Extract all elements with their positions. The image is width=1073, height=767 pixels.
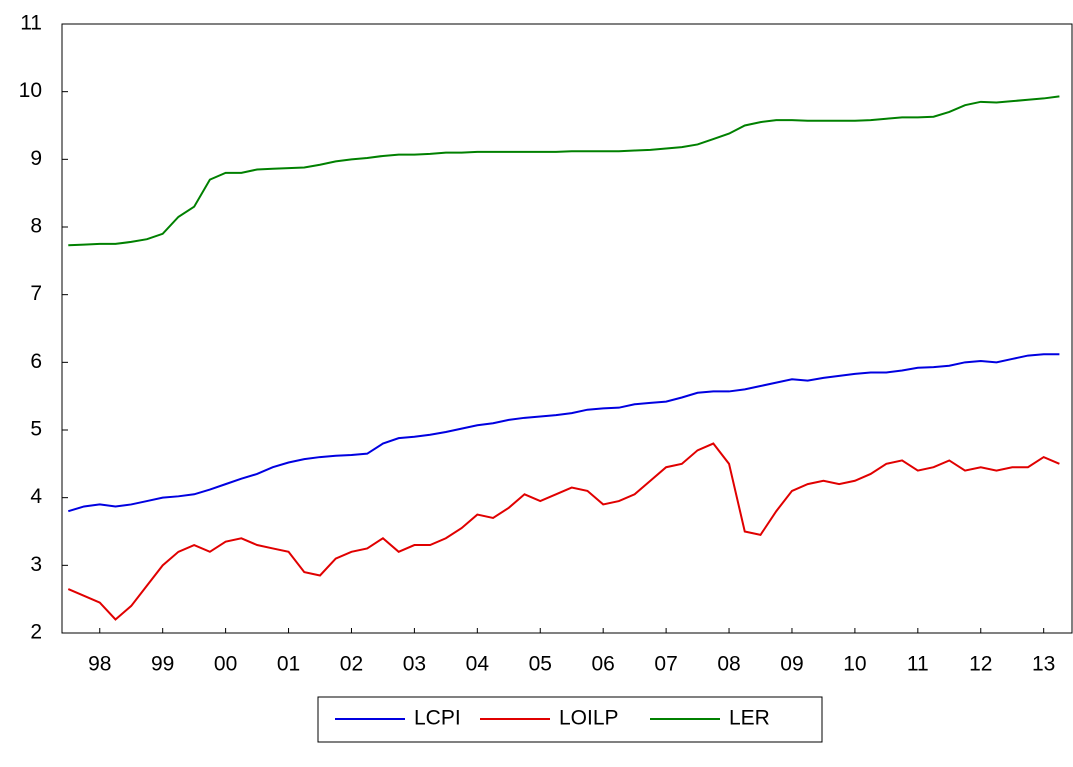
x-tick-label: 09 — [780, 653, 803, 676]
x-tick-label: 12 — [969, 653, 992, 676]
x-tick-label: 07 — [654, 653, 677, 676]
x-tick-label: 01 — [277, 653, 300, 676]
y-tick-label: 4 — [30, 485, 42, 508]
x-tick-label: 04 — [466, 653, 490, 676]
x-tick-label: 03 — [403, 653, 426, 676]
series-line — [68, 354, 1059, 511]
x-tick-label: 08 — [717, 653, 740, 676]
x-tick-label: 99 — [151, 653, 174, 676]
legend-label: LOILP — [559, 707, 619, 730]
y-tick-label: 2 — [30, 621, 42, 644]
chart: 2 3 4 5 6 7 8 9 10 11 98 99 00 01 02 03 04 05 06 07 08 09 10 11… — [0, 0, 1073, 767]
x-tick-label: 10 — [843, 653, 866, 676]
x-tick-label: 13 — [1032, 653, 1055, 676]
plot-frame — [62, 24, 1072, 633]
legend-label: LER — [729, 707, 770, 730]
y-tick-label: 5 — [30, 418, 42, 441]
y-tick-label: 7 — [30, 282, 42, 305]
x-tick-label: 02 — [340, 653, 363, 676]
x-tick-label: 00 — [214, 653, 237, 676]
y-tick-label: 3 — [30, 553, 42, 576]
y-tick-label: 6 — [30, 350, 42, 373]
x-tick-label: 11 — [907, 653, 929, 676]
y-tick-label: 10 — [19, 79, 42, 102]
y-tick-label: 11 — [20, 12, 42, 35]
y-tick-label: 8 — [30, 215, 42, 238]
y-tick-label: 9 — [30, 147, 42, 170]
series-line — [68, 444, 1059, 620]
x-tick-label: 05 — [529, 653, 552, 676]
x-tick-label: 06 — [592, 653, 615, 676]
legend-label: LCPI — [414, 707, 461, 730]
series-line — [68, 96, 1059, 245]
x-tick-label: 98 — [88, 653, 111, 676]
